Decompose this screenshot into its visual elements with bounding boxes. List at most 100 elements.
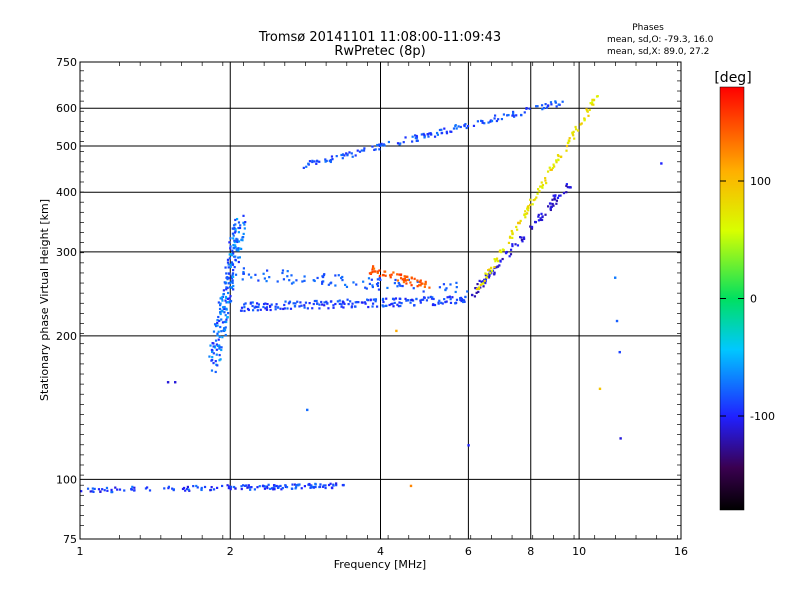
data-point (234, 258, 237, 261)
data-point (566, 186, 569, 189)
data-point (517, 221, 520, 224)
data-point (212, 345, 215, 348)
data-point (403, 275, 406, 278)
data-point (375, 305, 379, 308)
data-point (500, 117, 504, 121)
data-point (306, 307, 309, 310)
data-point (429, 132, 432, 135)
data-point (118, 488, 122, 491)
data-point (265, 485, 269, 488)
data-point (217, 301, 220, 304)
data-point (211, 341, 214, 345)
data-point (282, 278, 286, 281)
data-point (535, 196, 538, 199)
data-point (361, 301, 364, 304)
data-point (515, 114, 518, 117)
data-point (444, 301, 447, 304)
data-point (420, 282, 423, 285)
data-point (221, 336, 224, 339)
data-point (80, 490, 83, 493)
data-point (234, 228, 237, 231)
data-point (224, 314, 227, 317)
data-point (276, 280, 279, 283)
data-point (311, 307, 314, 310)
data-point (230, 263, 233, 266)
data-point (111, 490, 114, 494)
data-point (264, 485, 267, 488)
data-point (423, 134, 426, 137)
data-point (404, 279, 407, 282)
data-point (376, 278, 379, 281)
data-point (576, 129, 580, 132)
data-point (171, 487, 174, 490)
x-tick-label: 10 (572, 545, 586, 558)
data-point (354, 154, 357, 157)
data-point (526, 212, 529, 215)
data-point (441, 302, 444, 305)
data-point (225, 301, 228, 304)
data-point (225, 288, 228, 291)
data-point (234, 273, 238, 276)
data-point (592, 103, 595, 106)
data-point (464, 122, 467, 126)
data-point (218, 344, 221, 347)
data-point (551, 166, 554, 170)
data-point (354, 301, 357, 304)
data-point (380, 142, 383, 145)
data-point (291, 483, 294, 486)
data-point (232, 244, 235, 247)
data-point (296, 300, 299, 303)
colorbar: [deg] 100 0 -100 (714, 70, 775, 511)
data-point (237, 221, 241, 224)
data-point (416, 285, 419, 288)
data-point (265, 280, 268, 283)
data-point (527, 209, 530, 212)
data-point (289, 307, 293, 310)
data-point (277, 485, 280, 488)
data-point (520, 236, 523, 239)
data-point (396, 273, 399, 276)
data-point (318, 160, 321, 163)
data-point (535, 105, 538, 108)
data-point (242, 232, 245, 236)
data-point (358, 150, 362, 153)
data-point (236, 238, 239, 241)
data-point (377, 282, 380, 285)
data-point (327, 283, 330, 286)
data-point (234, 245, 237, 249)
data-point (253, 488, 256, 491)
data-point (227, 291, 230, 295)
data-point (321, 280, 324, 283)
data-point (365, 287, 368, 290)
data-point (660, 162, 663, 165)
data-point (192, 485, 195, 488)
data-point (413, 277, 416, 280)
data-point (378, 269, 381, 272)
data-point (210, 350, 214, 353)
data-point (507, 241, 511, 245)
data-point (399, 284, 402, 287)
data-point (347, 303, 350, 306)
data-point (216, 344, 219, 347)
data-point (227, 485, 231, 488)
data-point (281, 269, 285, 272)
data-point (438, 286, 442, 289)
data-point (374, 148, 377, 151)
data-point (378, 148, 381, 151)
data-point (454, 302, 457, 305)
data-point (262, 305, 265, 309)
data-point (508, 255, 511, 258)
data-point (223, 307, 226, 310)
data-point (376, 271, 379, 274)
data-point (481, 120, 484, 123)
data-point (500, 250, 503, 254)
data-point (482, 285, 485, 288)
data-points (80, 95, 663, 494)
data-point (234, 218, 237, 222)
data-point (223, 327, 226, 330)
data-point (400, 302, 403, 305)
data-point (389, 276, 392, 279)
data-point (229, 299, 233, 303)
data-point (341, 484, 344, 487)
data-point (546, 205, 550, 208)
